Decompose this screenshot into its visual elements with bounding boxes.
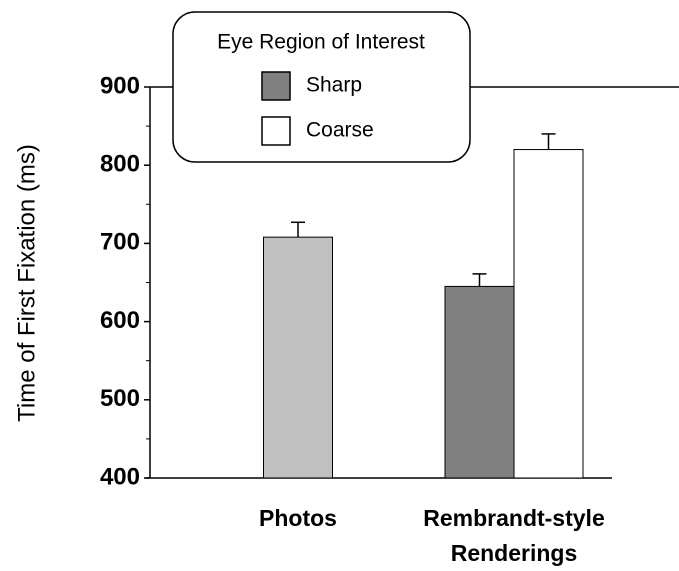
x-tick-label-line: Rembrandt-style xyxy=(423,505,604,531)
legend-title: Eye Region of Interest xyxy=(217,31,425,54)
y-tick-label: 400 xyxy=(100,463,140,490)
y-tick-label: 600 xyxy=(100,307,140,334)
y-axis-label: Time of First Fixation (ms) xyxy=(13,144,40,422)
x-tick-label: Photos xyxy=(259,505,337,531)
legend-label: Sharp xyxy=(306,74,362,97)
legend-swatch xyxy=(261,116,291,146)
legend-swatch xyxy=(261,71,291,101)
bar xyxy=(513,149,584,479)
x-tick-label: Rembrandt-style Renderings xyxy=(423,505,604,566)
x-tick-label-line: Renderings xyxy=(451,540,578,566)
y-tick-label: 700 xyxy=(100,229,140,256)
y-tick-label: 900 xyxy=(100,72,140,99)
y-tick-label: 500 xyxy=(100,385,140,412)
bar xyxy=(444,285,515,479)
legend-box xyxy=(172,11,471,163)
legend-label: Coarse xyxy=(306,119,374,142)
bar xyxy=(263,236,333,479)
y-tick-label: 800 xyxy=(100,151,140,178)
